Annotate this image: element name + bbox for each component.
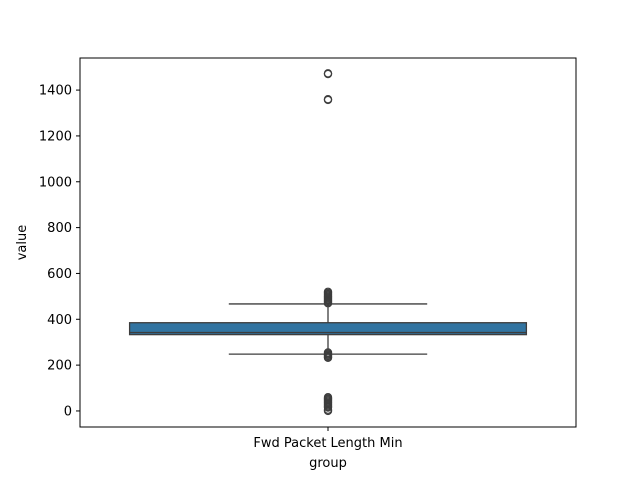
y-tick-label: 1400	[39, 84, 72, 99]
outlier-point	[323, 403, 333, 412]
x-tick-label: Fwd Packet Length Min	[253, 436, 402, 451]
y-axis-label: value	[15, 225, 30, 261]
iqr-box	[128, 322, 528, 336]
y-tick-label: 1200	[39, 129, 72, 144]
y-tick-label: 600	[47, 267, 72, 282]
y-tick-label: 400	[47, 313, 72, 328]
x-axis-label: group	[309, 456, 347, 471]
x-axis: Fwd Packet Length Min	[253, 427, 403, 451]
y-tick-label: 0	[64, 404, 72, 419]
outlier-point	[323, 69, 333, 79]
y-tick-label: 200	[47, 359, 72, 374]
axes-frame	[79, 57, 577, 428]
outlier-point	[323, 406, 333, 416]
y-tick-label: 800	[47, 221, 72, 236]
y-axis: 0 200 400 600 800 1000 1200 1400	[39, 84, 80, 419]
y-tick-label: 1000	[39, 175, 72, 190]
outlier-point	[323, 299, 333, 308]
plot-area	[128, 69, 528, 416]
outlier-point	[323, 353, 333, 362]
outlier-point	[323, 95, 333, 105]
